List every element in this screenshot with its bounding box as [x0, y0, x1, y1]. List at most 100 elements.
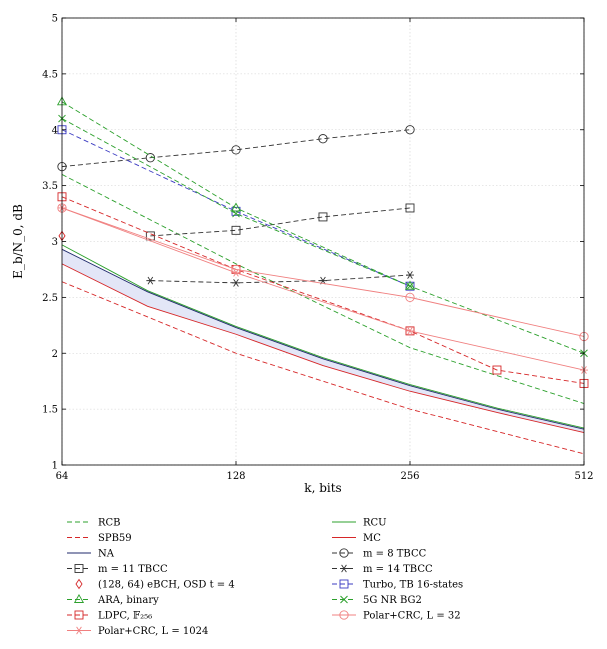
legend-marker [340, 564, 348, 573]
data-point [405, 125, 415, 135]
series-rcu [61, 244, 585, 429]
legend-label: NA [98, 549, 115, 560]
series-line [61, 129, 411, 168]
series-mc [61, 263, 585, 434]
series-line [150, 274, 411, 284]
series-spb59 [61, 281, 585, 455]
y-tick-label: 1 [52, 461, 58, 472]
series-line [61, 207, 585, 371]
series-line [150, 207, 411, 237]
legend-label: m = 11 TBCC [98, 564, 168, 575]
series-na [61, 248, 585, 430]
series-polar-crc-l-32 [57, 203, 589, 342]
legend-label: m = 14 TBCC [363, 564, 433, 575]
shaded-region [62, 249, 584, 433]
series-rcb [61, 174, 585, 404]
y-tick-label: 4 [52, 125, 58, 136]
legend-label: Polar+CRC, L = 1024 [98, 626, 208, 637]
legend-marker [339, 579, 349, 589]
x-axis-label: k, bits [304, 481, 341, 495]
data-point [406, 282, 414, 291]
legend-label: MC [363, 533, 381, 544]
legend-item: RCB [67, 518, 121, 529]
data-point [145, 153, 156, 163]
legend-label: 5G NR BG2 [363, 595, 422, 606]
data-point [230, 202, 242, 212]
data-point [318, 134, 328, 144]
y-tick-label: 5 [52, 14, 58, 25]
legend-label: LDPC, 𝔽₂₅₆ [98, 611, 152, 622]
series-m-11-tbcc [145, 203, 415, 241]
series-line [61, 207, 585, 337]
legend: RCB RCU SPB59 MC NA m = 8 TBCC m = 11 TBCC m = … [67, 518, 463, 637]
x-tick-label: 128 [226, 471, 245, 482]
legend-item: Polar+CRC, L = 1024 [67, 626, 208, 637]
data-point [232, 278, 240, 287]
series-line [61, 248, 585, 430]
data-point [405, 292, 415, 303]
data-point [406, 327, 414, 335]
data-point [405, 203, 415, 213]
data-point [232, 268, 240, 277]
y-tick-label: 2 [52, 349, 58, 360]
data-point [406, 271, 414, 279]
y-tick-label: 2.5 [42, 293, 58, 304]
x-tick-label: 512 [574, 471, 593, 482]
legend-marker [75, 626, 83, 635]
legend-item: NA [67, 549, 115, 560]
legend-item: RCU [332, 518, 387, 529]
legend-item: Turbo, TB 16-states [332, 580, 463, 591]
series-line [61, 118, 585, 354]
x-tick-label: 64 [56, 471, 69, 482]
series-m-14-tbcc [146, 271, 414, 287]
legend-marker [75, 578, 83, 590]
data-point [232, 209, 240, 218]
series-line [61, 174, 585, 404]
y-tick-label: 3.5 [42, 181, 58, 192]
legend-item: 5G NR BG2 [332, 595, 422, 606]
y-axis-label: E_b/N_0, dB [11, 204, 25, 279]
na-mc-shaded-region [62, 249, 584, 433]
legend-item: MC [332, 533, 381, 544]
legend-label: Turbo, TB 16-states [363, 580, 463, 591]
legend-label: ARA, binary [97, 595, 159, 606]
legend-item: (128, 64) eBCH, OSD t = 4 [75, 578, 235, 591]
legend-marker [74, 610, 84, 620]
series-line [61, 263, 585, 434]
legend-marker [339, 610, 349, 620]
data-point [492, 365, 502, 375]
y-tick-label: 3 [52, 237, 58, 248]
data-point [231, 225, 241, 235]
legend-label: m = 8 TBCC [363, 549, 427, 560]
axis-ticks: 64 128 256 512 1 1.5 2 2.5 3 3.5 4 4.5 5 [42, 14, 593, 483]
legend-item: SPB59 [67, 533, 132, 544]
data-point [231, 145, 241, 155]
legend-marker [340, 595, 348, 604]
data-point [145, 231, 155, 241]
legend-item: m = 11 TBCC [67, 564, 168, 575]
legend-item: m = 8 TBCC [332, 548, 427, 560]
legend-label: RCU [363, 518, 387, 529]
legend-item: ARA, binary [67, 593, 159, 606]
series-line [61, 101, 411, 287]
legend-marker [339, 548, 349, 558]
legend-label: (128, 64) eBCH, OSD t = 4 [98, 580, 235, 591]
legend-label: SPB59 [98, 533, 132, 544]
y-tick-label: 4.5 [42, 69, 58, 80]
legend-marker [74, 564, 84, 573]
data-point [231, 264, 241, 275]
legend-item: Polar+CRC, L = 32 [332, 610, 461, 622]
legend-item: LDPC, 𝔽₂₅₆ [67, 611, 152, 622]
data-point [318, 212, 328, 222]
series-line [61, 281, 585, 455]
legend-marker [73, 593, 85, 603]
legend-item: m = 14 TBCC [332, 564, 433, 575]
series-line [61, 244, 585, 429]
legend-label: RCB [98, 518, 121, 529]
y-tick-label: 1.5 [42, 405, 58, 416]
series-line [61, 196, 585, 384]
series-group [56, 96, 589, 455]
series-m-8-tbcc [57, 125, 415, 172]
x-tick-label: 256 [400, 471, 419, 482]
